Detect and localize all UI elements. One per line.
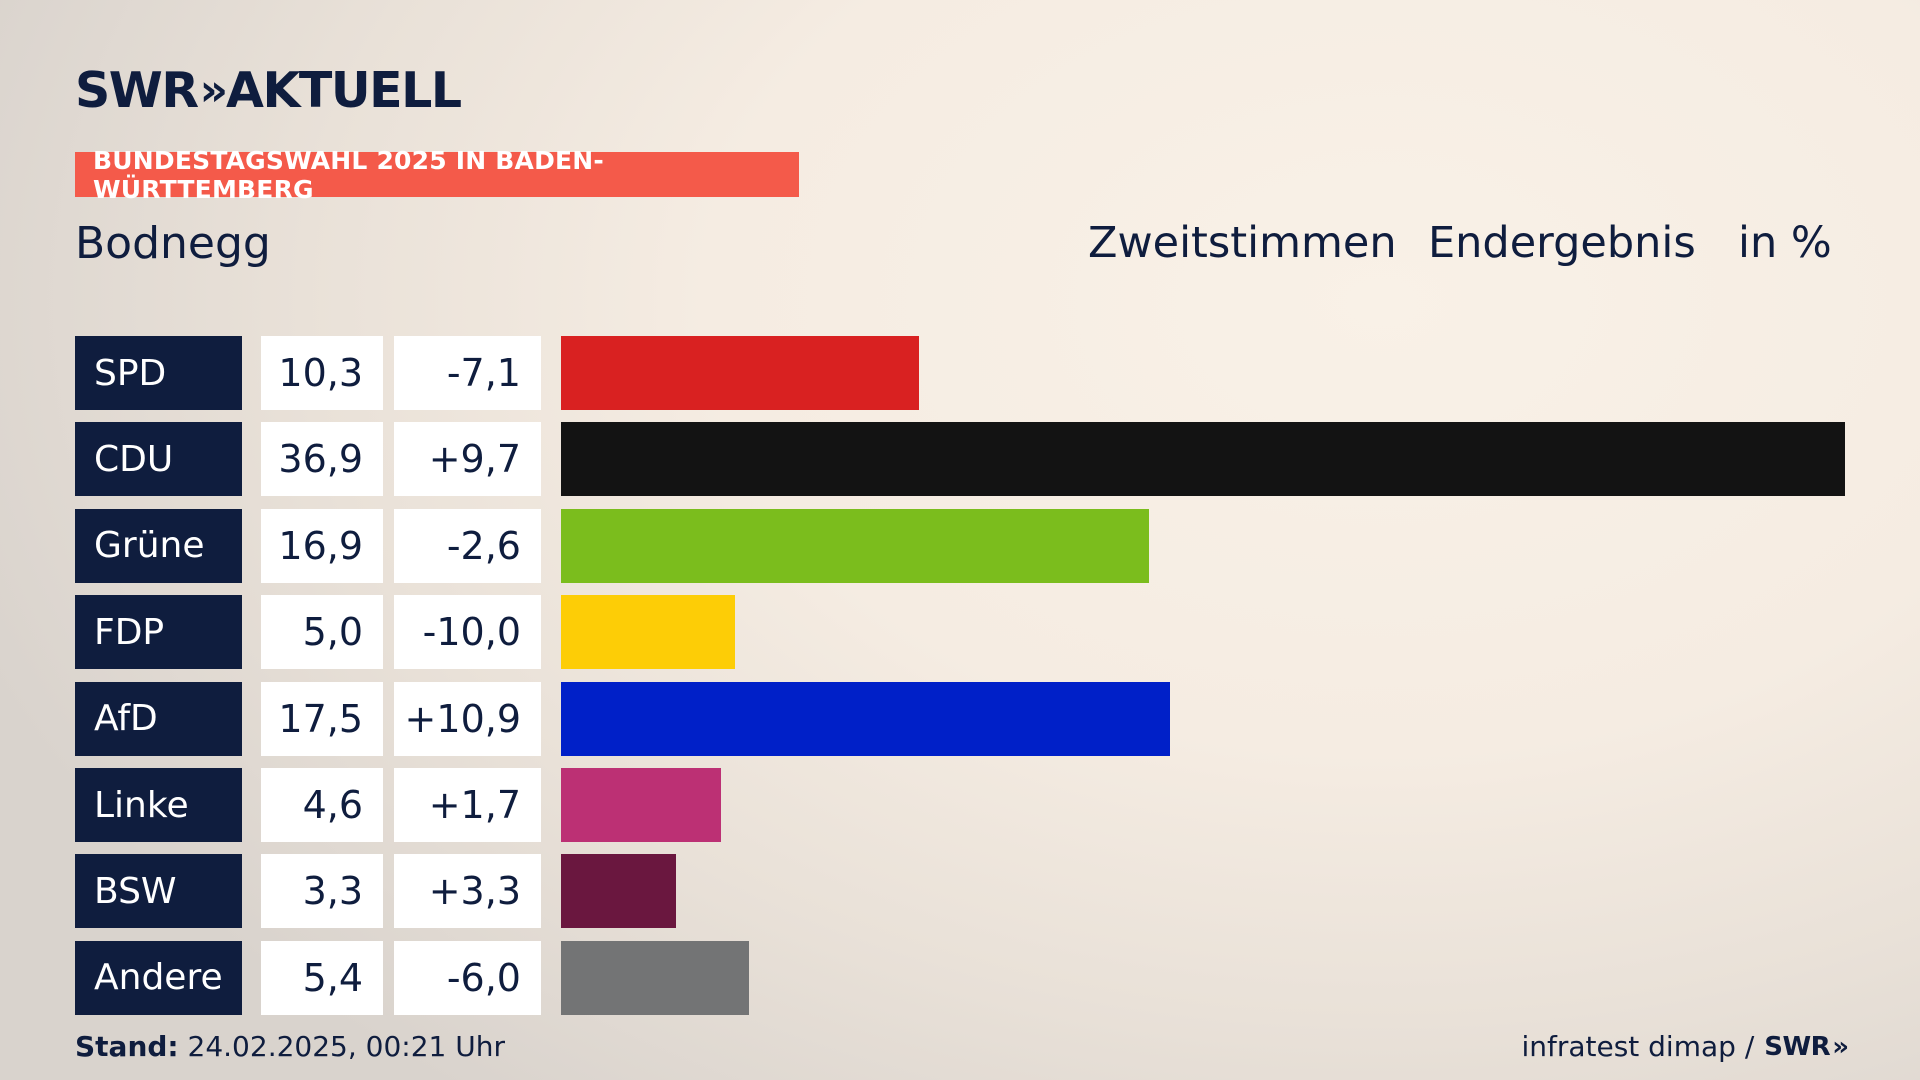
- vote-change-value: +9,7: [394, 422, 541, 497]
- vote-share-value: 17,5: [261, 681, 383, 756]
- vote-share-bar: [561, 768, 722, 842]
- swr-aktuell-logo: SWR » AKTUELL: [75, 61, 462, 119]
- party-row: Linke 4,6 +1,7: [75, 768, 1845, 842]
- vote-share-bar: [561, 336, 920, 410]
- vote-share-value: 5,0: [261, 595, 383, 670]
- swr-small-logo: SWR»: [1764, 1031, 1849, 1062]
- source-text: infratest dimap /: [1521, 1030, 1755, 1063]
- vote-share-bar: [561, 595, 735, 670]
- source-credit: infratest dimap / SWR»: [1521, 1030, 1849, 1063]
- stand-value: 24.02.2025, 00:21 Uhr: [187, 1030, 505, 1063]
- party-label: BSW: [75, 854, 242, 929]
- logo-swr-text: SWR: [75, 61, 199, 119]
- vote-share-value: 10,3: [261, 336, 383, 410]
- election-banner: BUNDESTAGSWAHL 2025 IN BADEN-WÜRTTEMBERG: [75, 146, 799, 204]
- vote-share-value: 3,3: [261, 854, 383, 929]
- logo-chevron-icon: »: [199, 64, 229, 116]
- party-row: FDP 5,0 -10,0: [75, 595, 1845, 670]
- party-label: CDU: [75, 422, 242, 497]
- party-label: AfD: [75, 681, 242, 756]
- region-title: Bodnegg: [75, 218, 271, 269]
- vote-change-value: +3,3: [394, 854, 541, 929]
- vote-share-bar: [561, 681, 1170, 756]
- party-label: Andere: [75, 940, 242, 1015]
- vote-share-bar: [561, 940, 749, 1015]
- party-label: SPD: [75, 336, 242, 410]
- status-header: Endergebnis: [1428, 218, 1696, 268]
- vote-share-bar: [561, 422, 1845, 497]
- party-label: Grüne: [75, 508, 242, 583]
- vote-share-value: 4,6: [261, 768, 383, 842]
- small-logo-chevron-icon: »: [1832, 1031, 1849, 1062]
- party-row: CDU 36,9 +9,7: [75, 422, 1845, 497]
- party-row: Andere 5,4 -6,0: [75, 940, 1845, 1015]
- party-label: Linke: [75, 768, 242, 842]
- party-row: AfD 17,5 +10,9: [75, 681, 1845, 756]
- logo-aktuell-text: AKTUELL: [226, 61, 462, 119]
- vote-share-value: 36,9: [261, 422, 383, 497]
- vote-share-value: 5,4: [261, 940, 383, 1015]
- vote-change-value: -6,0: [394, 940, 541, 1015]
- vote-type-header: Zweitstimmen: [1088, 218, 1397, 268]
- vote-change-value: -2,6: [394, 508, 541, 583]
- party-label: FDP: [75, 595, 242, 670]
- unit-header: in %: [1738, 218, 1832, 268]
- timestamp: Stand: 24.02.2025, 00:21 Uhr: [75, 1030, 505, 1063]
- vote-share-bar: [561, 854, 676, 929]
- small-logo-text: SWR: [1764, 1031, 1831, 1062]
- vote-share-bar: [561, 508, 1150, 583]
- party-row: BSW 3,3 +3,3: [75, 854, 1845, 929]
- vote-change-value: +10,9: [394, 681, 541, 756]
- vote-change-value: -7,1: [394, 336, 541, 410]
- vote-change-value: -10,0: [394, 595, 541, 670]
- stand-label: Stand:: [75, 1030, 179, 1063]
- vote-share-value: 16,9: [261, 508, 383, 583]
- party-row: SPD 10,3 -7,1: [75, 336, 1845, 410]
- party-row: Grüne 16,9 -2,6: [75, 508, 1845, 583]
- vote-change-value: +1,7: [394, 768, 541, 842]
